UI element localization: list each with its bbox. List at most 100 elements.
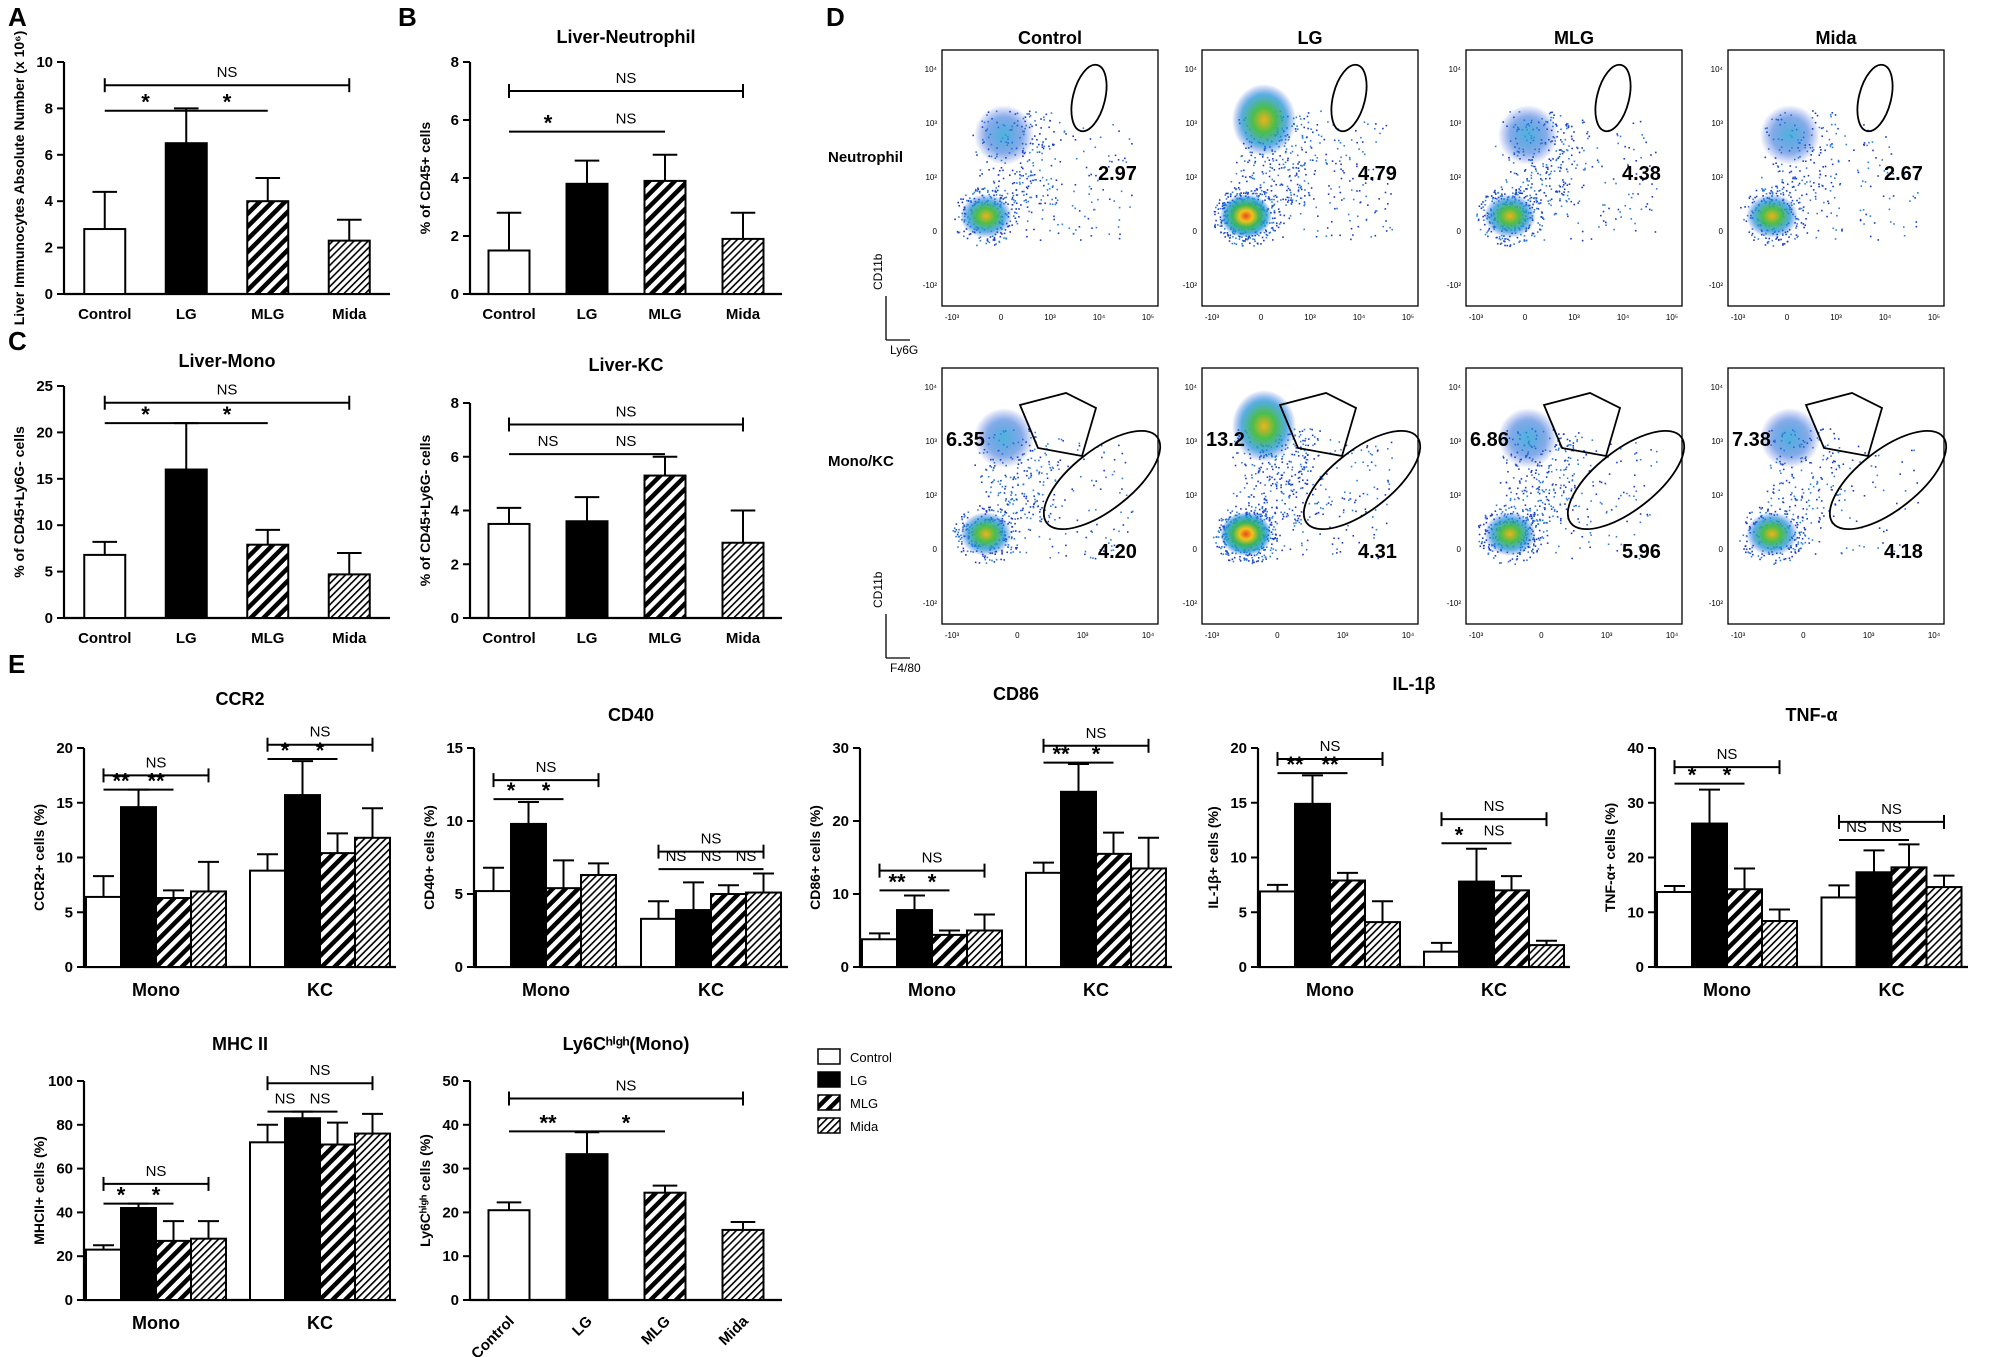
event-dot: [1013, 538, 1016, 540]
dot-cloud: [1478, 428, 1658, 566]
event-dot: [984, 558, 987, 561]
event-dot: [1559, 198, 1561, 200]
event-dot: [1334, 450, 1337, 452]
y-tick-label: 100: [48, 1073, 73, 1090]
event-dot: [1866, 144, 1868, 147]
event-dot: [1608, 473, 1611, 475]
bar-control: [1025, 871, 1062, 969]
event-dot: [1646, 203, 1649, 205]
event-dot: [1857, 171, 1860, 174]
bar-control: [249, 1141, 286, 1301]
event-dot: [1761, 176, 1763, 179]
event-dot: [1507, 238, 1509, 241]
y-tick-label: -10²: [923, 281, 938, 290]
event-dot: [1559, 185, 1562, 188]
sig-label: NS: [701, 848, 722, 865]
event-dot: [1084, 215, 1086, 218]
event-dot: [1387, 479, 1389, 482]
event-dot: [1247, 237, 1250, 239]
y-tick-label: 20: [56, 740, 73, 757]
event-dot: [1378, 198, 1381, 200]
event-dot: [1042, 481, 1045, 483]
event-dot: [978, 237, 981, 239]
sig-label: NS: [1320, 738, 1341, 755]
event-dot: [1232, 492, 1235, 495]
x-tick-label: -10³: [1205, 313, 1220, 322]
event-dot: [1576, 164, 1579, 166]
event-dot: [985, 491, 988, 493]
bar-mida: [745, 891, 782, 968]
kc-gate: [1042, 429, 1162, 531]
panel-label-b: B: [398, 2, 417, 32]
event-dot: [1053, 215, 1055, 218]
event-dot: [1818, 176, 1821, 179]
event-dot: [1252, 192, 1255, 195]
event-dot: [1319, 430, 1321, 432]
event-dot: [1274, 483, 1277, 485]
event-dot: [1743, 218, 1745, 221]
event-dot: [986, 556, 989, 559]
event-dot: [1054, 518, 1056, 521]
y-tick-label: 10³: [1185, 437, 1197, 446]
event-dot: [958, 216, 960, 218]
event-dot: [1550, 470, 1553, 473]
event-dot: [1824, 188, 1827, 190]
event-dot: [1295, 144, 1297, 147]
x-tick-label: -10³: [1469, 313, 1484, 322]
y-tick-label: 0: [1636, 959, 1644, 976]
event-dot: [1390, 193, 1392, 195]
event-dot: [1276, 499, 1278, 502]
event-dot: [1338, 515, 1341, 518]
event-dot: [1509, 244, 1512, 246]
event-dot: [1012, 551, 1014, 553]
event-dot: [1347, 524, 1349, 527]
event-dot: [1331, 553, 1334, 555]
event-dot: [1315, 206, 1318, 209]
y-tick-label: 10⁴: [925, 383, 938, 392]
event-dot: [1034, 459, 1036, 462]
event-dot: [1271, 533, 1274, 536]
event-dot: [1294, 506, 1297, 509]
event-dot: [1088, 174, 1090, 177]
event-dot: [1074, 183, 1077, 186]
event-dot: [1231, 552, 1234, 554]
event-dot: [1557, 130, 1559, 133]
event-dot: [1025, 497, 1027, 500]
event-dot: [1570, 135, 1573, 138]
event-dot: [1222, 232, 1225, 235]
event-dot: [1542, 218, 1545, 220]
event-dot: [1617, 142, 1620, 145]
event-dot: [1824, 165, 1827, 168]
event-dot: [1524, 168, 1527, 171]
y-tick-label: 0: [451, 610, 459, 627]
event-dot: [1286, 196, 1289, 199]
event-dot: [1536, 550, 1538, 553]
event-dot: [1355, 129, 1357, 132]
event-dot: [1290, 194, 1292, 196]
event-dot: [1778, 189, 1781, 192]
event-dot: [1514, 193, 1516, 195]
sig-label: NS: [310, 1091, 331, 1108]
event-dot: [1301, 148, 1303, 151]
event-dot: [1236, 161, 1238, 164]
event-dot: [1505, 494, 1508, 497]
event-dot: [1230, 180, 1233, 183]
event-dot: [1491, 514, 1494, 516]
event-dot: [1536, 231, 1539, 233]
event-dot: [1215, 535, 1218, 538]
event-dot: [999, 194, 1001, 197]
event-dot: [1389, 226, 1391, 229]
event-dot: [1317, 134, 1320, 136]
event-dot: [1561, 152, 1564, 155]
event-dot: [1271, 178, 1274, 181]
event-dot: [1362, 151, 1364, 153]
event-dot: [1337, 537, 1340, 540]
event-dot: [1119, 491, 1121, 494]
event-dot: [1535, 197, 1538, 199]
event-dot: [1271, 222, 1273, 224]
event-dot: [1526, 475, 1528, 477]
event-dot: [1304, 168, 1306, 170]
event-dot: [1304, 141, 1306, 143]
event-dot: [989, 506, 991, 509]
